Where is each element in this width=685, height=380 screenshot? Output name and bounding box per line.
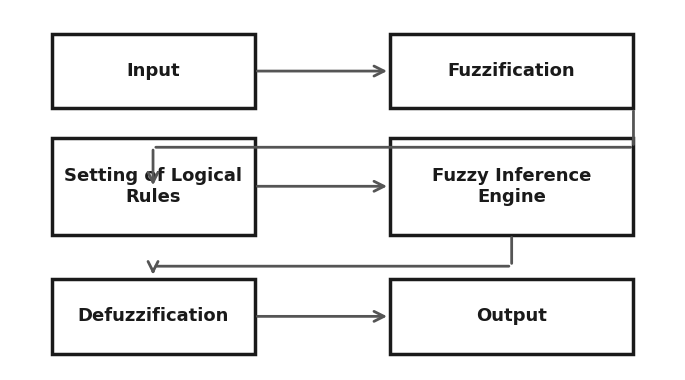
FancyBboxPatch shape [51,34,255,108]
FancyBboxPatch shape [390,279,634,353]
FancyBboxPatch shape [51,138,255,234]
Text: Defuzzification: Defuzzification [77,307,229,325]
Text: Input: Input [126,62,180,80]
Text: Fuzzy Inference
Engine: Fuzzy Inference Engine [432,167,591,206]
FancyBboxPatch shape [390,34,634,108]
FancyBboxPatch shape [51,279,255,353]
Text: Fuzzification: Fuzzification [448,62,575,80]
Text: Setting of Logical
Rules: Setting of Logical Rules [64,167,242,206]
FancyBboxPatch shape [390,138,634,234]
Text: Output: Output [476,307,547,325]
